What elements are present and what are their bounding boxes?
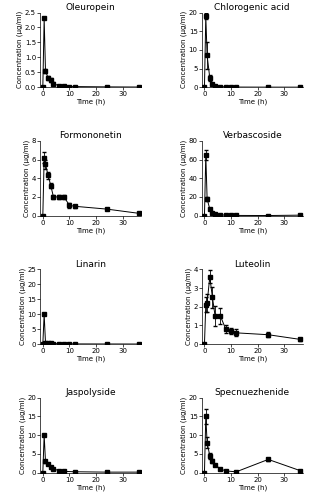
Title: Oleuropein: Oleuropein xyxy=(66,2,116,12)
Title: Verbascoside: Verbascoside xyxy=(222,131,282,140)
X-axis label: Time (h): Time (h) xyxy=(76,98,105,105)
Y-axis label: Concentration (μg/ml): Concentration (μg/ml) xyxy=(181,11,187,88)
Title: Formononetin: Formononetin xyxy=(59,131,122,140)
Y-axis label: Concentration (μg/ml): Concentration (μg/ml) xyxy=(23,140,30,217)
Title: Jaspolyside: Jaspolyside xyxy=(66,388,116,397)
Title: Luteolin: Luteolin xyxy=(234,260,270,268)
Title: Specnuezhenide: Specnuezhenide xyxy=(215,388,290,397)
X-axis label: Time (h): Time (h) xyxy=(76,484,105,490)
Y-axis label: Concentration (μg/ml): Concentration (μg/ml) xyxy=(19,396,26,474)
X-axis label: Time (h): Time (h) xyxy=(238,98,267,105)
Y-axis label: Concentration (μg/ml): Concentration (μg/ml) xyxy=(185,268,192,345)
Y-axis label: Concentration (μg/ml): Concentration (μg/ml) xyxy=(19,268,26,345)
X-axis label: Time (h): Time (h) xyxy=(76,227,105,234)
X-axis label: Time (h): Time (h) xyxy=(76,356,105,362)
Title: Chlorogenic acid: Chlorogenic acid xyxy=(214,2,290,12)
Y-axis label: Concentration (μg/ml): Concentration (μg/ml) xyxy=(17,11,23,88)
X-axis label: Time (h): Time (h) xyxy=(238,227,267,234)
Y-axis label: Concentration (μg/ml): Concentration (μg/ml) xyxy=(181,396,187,474)
X-axis label: Time (h): Time (h) xyxy=(238,356,267,362)
Y-axis label: Concentration (μg/ml): Concentration (μg/ml) xyxy=(181,140,187,217)
X-axis label: Time (h): Time (h) xyxy=(238,484,267,490)
Title: Linarin: Linarin xyxy=(75,260,106,268)
